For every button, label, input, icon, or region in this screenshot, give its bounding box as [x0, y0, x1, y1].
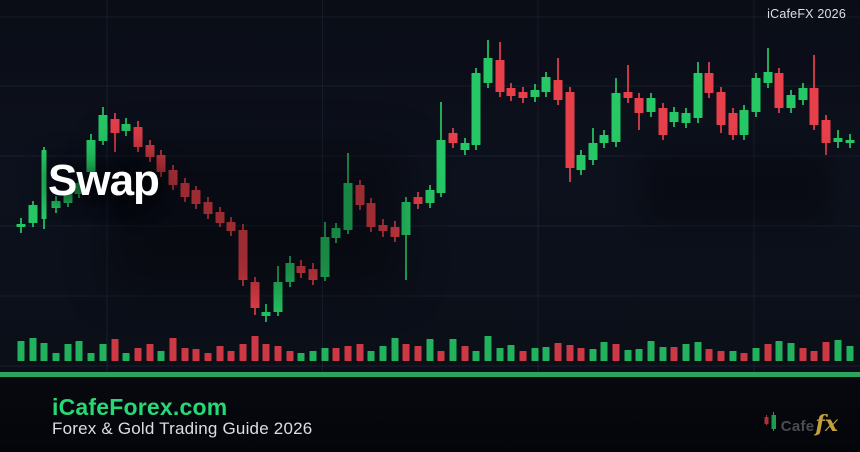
logo-candles-icon	[764, 411, 776, 431]
logo-brand-prefix: Cafe	[780, 417, 815, 435]
logo-brand-suffix: fx	[815, 410, 838, 437]
footer: iCafeForex.com Forex & Gold Trading Guid…	[0, 376, 860, 452]
site-name: iCafeForex.com	[52, 393, 228, 420]
watermark-text: iCafeFX 2026	[767, 7, 846, 21]
separator-line	[0, 372, 860, 377]
tagline: Forex & Gold Trading Guide 2026	[52, 418, 313, 438]
candlestick-chart	[0, 0, 860, 372]
swap-title: Swap	[48, 156, 160, 205]
brand-logo: Cafe fx	[763, 409, 838, 437]
